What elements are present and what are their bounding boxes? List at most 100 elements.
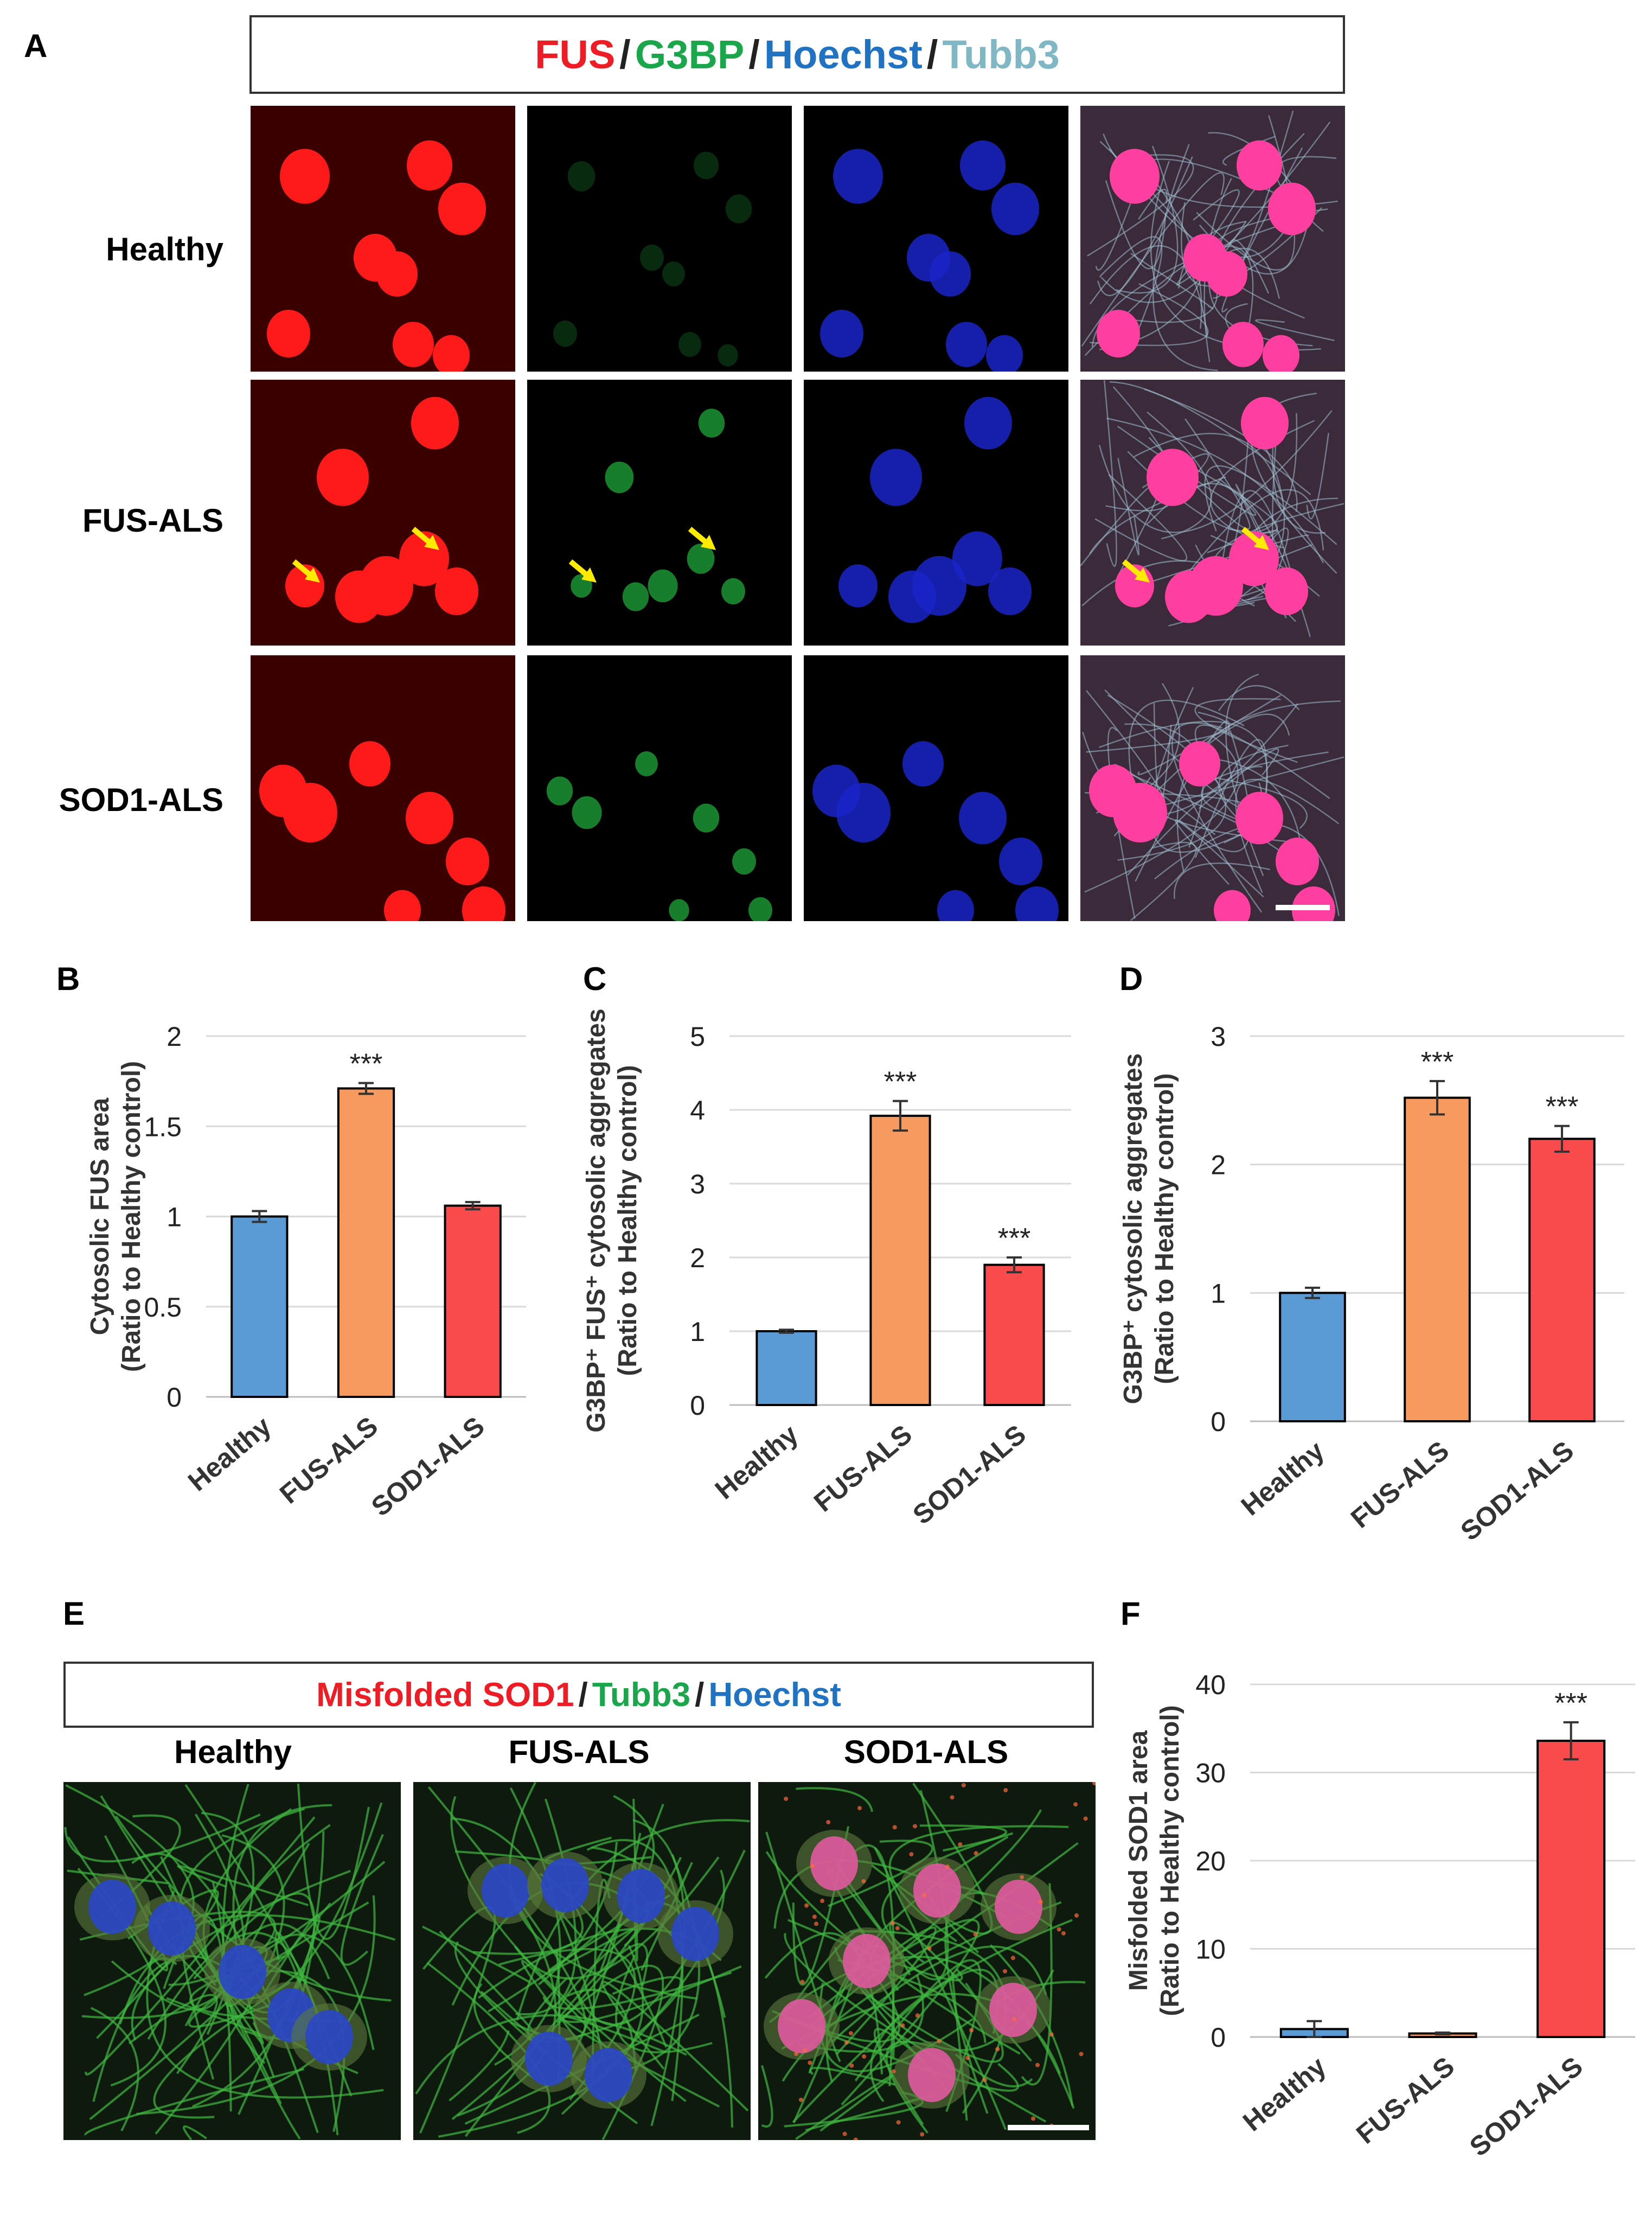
y-tick-label: 3 <box>1211 1021 1226 1052</box>
micrograph-e-fus-als <box>413 1782 751 2140</box>
bar-healthy <box>230 1215 289 1398</box>
x-tick-label: SOD1-ALS <box>1455 1435 1579 1547</box>
error-bar <box>893 1100 908 1132</box>
chart-c-svg: 0 1 2 3 4 5 G3BP⁺ FUS⁺ cytosolic aggregates (Ra… <box>582 1008 1071 1530</box>
legend-sep: / <box>619 32 631 77</box>
x-tick-label: SOD1-ALS <box>1464 2051 1589 2162</box>
bar-healthy <box>755 1330 817 1406</box>
y-tick-label: 30 <box>1195 1758 1226 1789</box>
legend-tubb3: Tubb3 <box>942 32 1060 77</box>
y-axis-label: (Ratio to Healthy control) <box>1156 1705 1184 2016</box>
bar-sod1-als <box>983 1263 1045 1406</box>
error-bar <box>465 1200 481 1211</box>
micrograph-healthy-merged <box>1080 106 1345 372</box>
legend-hoechst: Hoechst <box>708 1676 841 1714</box>
y-tick-label: 2 <box>1211 1150 1226 1180</box>
x-tick-label: FUS-ALS <box>808 1419 918 1518</box>
chart-c: 0 1 2 3 4 5 G3BP⁺ FUS⁺ cytosolic aggregates (Ra… <box>575 993 1106 1589</box>
panel-e-legend: Misfolded SOD1 / Tubb3 / Hoechst <box>63 1662 1094 1728</box>
chart-d: 0 1 2 3 G3BP⁺ cytosolic aggregates (Ratio to … <box>1106 993 1649 1589</box>
row-label-healthy: Healthy <box>106 231 223 267</box>
micrograph-healthy-fus <box>251 106 515 372</box>
x-tick-label: Healthy <box>709 1419 804 1505</box>
y-axis-label: (Ratio to Healthy control) <box>1150 1073 1179 1384</box>
y-tick-label: 5 <box>690 1021 705 1052</box>
col-title-sod1-als: SOD1-ALS <box>843 1734 1009 1770</box>
bar-healthy <box>1279 1292 1346 1422</box>
row-label-sod1-als: SOD1-ALS <box>59 782 223 818</box>
y-axis-label: Misfolded SOD1 area <box>1124 1730 1153 1991</box>
significance-label: *** <box>884 1067 917 1098</box>
error-bar <box>1554 1125 1570 1153</box>
significance-label: *** <box>998 1223 1031 1254</box>
significance-label: *** <box>1421 1046 1454 1078</box>
bar-fus-als <box>337 1087 395 1398</box>
micrograph-fus-als-fus <box>251 380 515 646</box>
panel-a-legend: FUS / G3BP / Hoechst / Tubb3 <box>249 15 1345 94</box>
error-bar <box>358 1082 374 1095</box>
panel-letter-c: C <box>583 961 607 997</box>
legend-misfolded-sod1: Misfolded SOD1 <box>316 1676 574 1714</box>
legend-sep: / <box>695 1676 705 1714</box>
x-tick-label: FUS-ALS <box>274 1411 383 1510</box>
y-tick-label: 1 <box>167 1202 182 1232</box>
y-axis-label: G3BP⁺ FUS⁺ cytosolic aggregates <box>582 1008 611 1433</box>
y-tick-label: 1 <box>690 1317 705 1347</box>
y-tick-label: 40 <box>1195 1670 1226 1700</box>
y-tick-label: 0 <box>167 1382 182 1413</box>
x-tick-label: Healthy <box>182 1410 277 1497</box>
error-bar <box>252 1210 267 1223</box>
significance-label: *** <box>1546 1091 1579 1123</box>
y-axis-label: Cytosolic FUS area <box>86 1097 114 1335</box>
legend-sep: / <box>926 32 938 77</box>
micrograph-e-healthy <box>63 1782 401 2140</box>
micrograph-e-sod1-als <box>758 1782 1096 2140</box>
bar-fus-als <box>869 1114 931 1406</box>
y-tick-label: 1 <box>1211 1278 1226 1308</box>
panel-letter-f: F <box>1120 1595 1141 1632</box>
panel-letter-d: D <box>1119 961 1143 997</box>
x-tick-label: FUS-ALS <box>1345 1435 1455 1534</box>
error-bar <box>1007 1256 1022 1274</box>
legend-sep: / <box>578 1676 588 1714</box>
bar-sod1-als <box>1528 1138 1596 1423</box>
error-bar <box>1563 1721 1579 1761</box>
panel-letter-a: A <box>24 28 48 64</box>
y-tick-label: 0 <box>690 1390 705 1421</box>
micrograph-sod1-als-g3bp <box>527 655 792 921</box>
legend-hoechst: Hoechst <box>764 32 923 77</box>
chart-d-svg: 0 1 2 3 G3BP⁺ cytosolic aggregates (Ratio to … <box>1119 1021 1624 1547</box>
micrograph-sod1-als-merged <box>1080 655 1345 921</box>
y-tick-label: 0 <box>1211 1407 1226 1437</box>
row-label-fus-als: FUS-ALS <box>82 502 223 539</box>
y-axis-label: (Ratio to Healthy control) <box>613 1065 642 1376</box>
significance-label: *** <box>1554 1688 1587 1719</box>
error-bar <box>1435 2031 1450 2036</box>
bar-sod1-als <box>1536 1740 1606 2038</box>
error-bar <box>1305 1286 1320 1299</box>
legend-tubb3: Tubb3 <box>592 1676 691 1714</box>
y-tick-label: 0 <box>1211 2022 1226 2053</box>
col-title-healthy: Healthy <box>174 1734 292 1770</box>
y-tick-label: 0.5 <box>144 1292 182 1323</box>
y-tick-label: 3 <box>690 1169 705 1199</box>
micrograph-healthy-hoechst <box>804 106 1068 372</box>
legend-fus: FUS <box>535 32 616 77</box>
micrograph-healthy-g3bp <box>527 106 792 372</box>
x-tick-label: Healthy <box>1235 1435 1330 1521</box>
legend-g3bp: G3BP <box>635 32 745 77</box>
chart-f-svg: 0 10 20 30 40 Misfolded SOD1 area (Ratio to He… <box>1124 1670 1635 2162</box>
micrograph-sod1-als-hoechst <box>804 655 1068 921</box>
chart-f: 0 10 20 30 40 Misfolded SOD1 area (Ratio to He… <box>1106 1627 1649 2213</box>
col-title-fus-als: FUS-ALS <box>508 1734 650 1770</box>
micrograph-sod1-als-fus <box>251 655 515 921</box>
x-tick-label: SOD1-ALS <box>366 1411 490 1522</box>
error-bar <box>779 1329 794 1334</box>
x-tick-label: Healthy <box>1237 2051 1332 2137</box>
y-tick-label: 1.5 <box>144 1112 182 1142</box>
y-tick-label: 20 <box>1195 1846 1226 1876</box>
bar-sod1-als <box>444 1204 502 1398</box>
micrograph-fus-als-merged <box>1080 380 1345 646</box>
panel-letter-b: B <box>56 961 80 997</box>
panel-letter-e: E <box>63 1595 85 1632</box>
